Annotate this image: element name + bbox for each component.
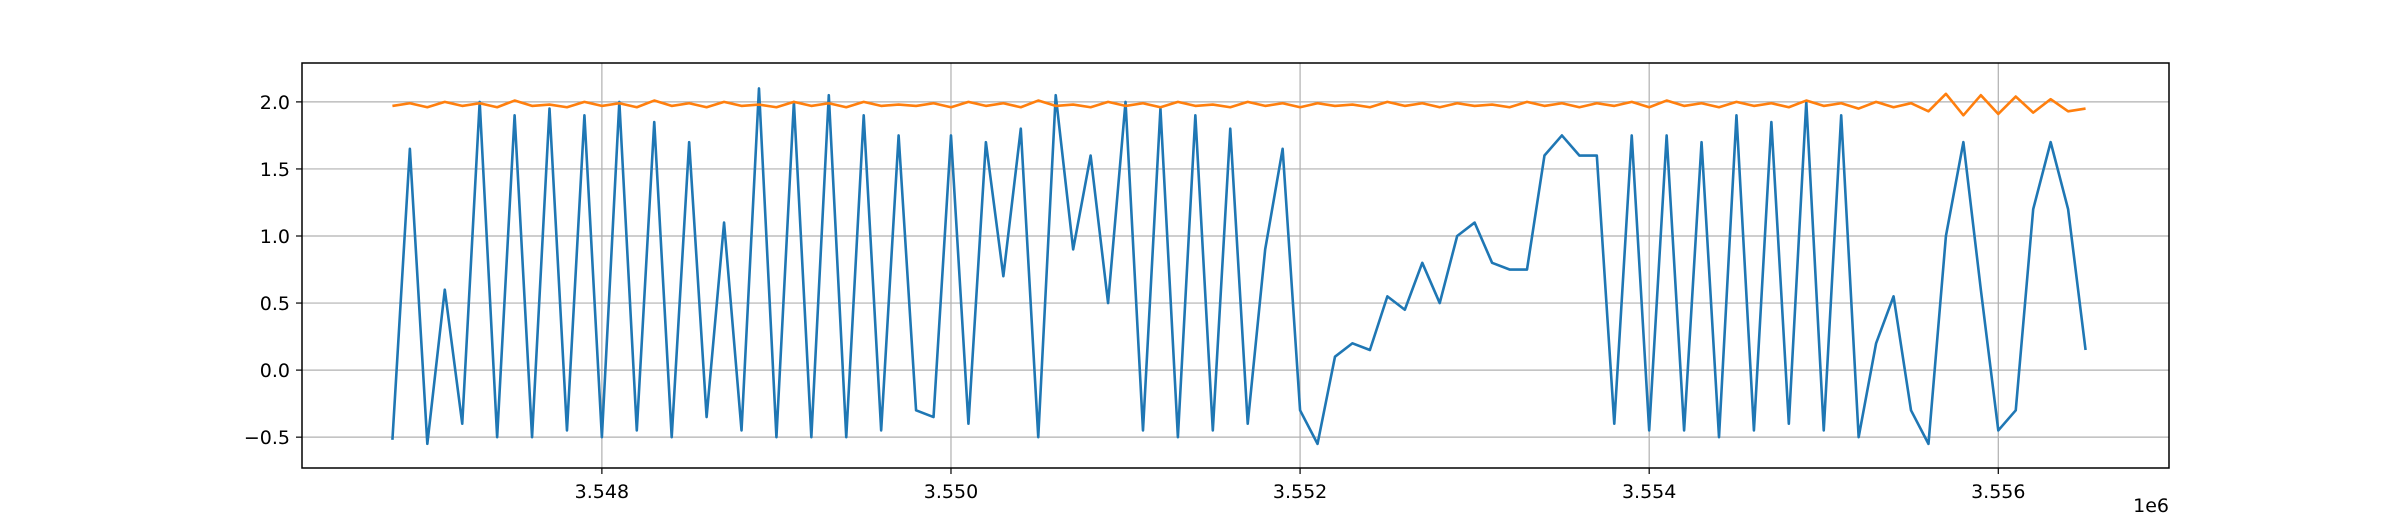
plot-area — [391, 87, 2087, 446]
y-tick-label: 1.0 — [260, 226, 290, 248]
series-line — [392, 92, 2086, 117]
y-tick-label: 0.0 — [260, 360, 290, 382]
x-offset-label: 1e6 — [2133, 495, 2169, 517]
y-tick-label: 2.0 — [260, 92, 290, 114]
axes-frame — [301, 62, 2170, 469]
x-tick-label: 3.554 — [1622, 481, 1676, 503]
grid — [302, 63, 2169, 468]
y-tick-label: 1.5 — [260, 159, 290, 181]
y-tick-label: −0.5 — [244, 427, 290, 449]
x-tick-label: 3.550 — [924, 481, 978, 503]
y-tick-label: 0.5 — [260, 293, 290, 315]
x-tick-label: 3.552 — [1273, 481, 1327, 503]
x-tick-label: 3.548 — [575, 481, 629, 503]
x-tick-label: 3.556 — [1971, 481, 2025, 503]
series-line — [391, 87, 2087, 446]
